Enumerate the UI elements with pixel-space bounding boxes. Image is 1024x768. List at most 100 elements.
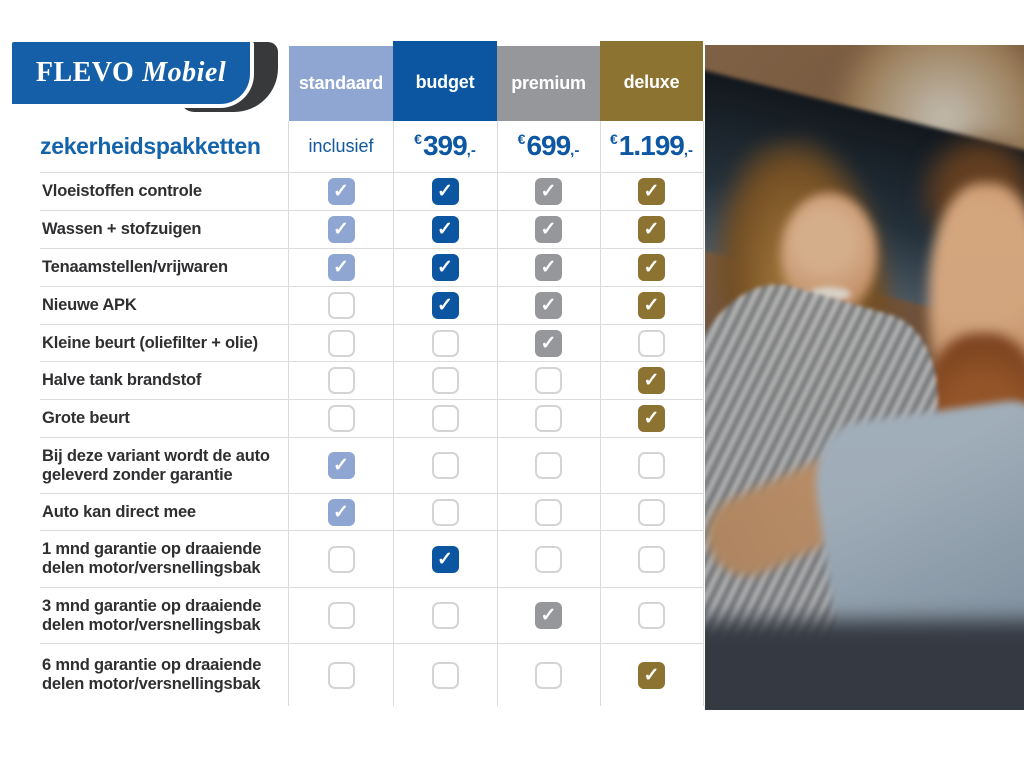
check-icon: ✓ [643,408,660,429]
checkbox-budget[interactable]: ✓ [431,254,459,281]
feature-cell [600,531,703,587]
checkbox-deluxe[interactable] [638,545,665,573]
checkbox-standaard[interactable]: ✓ [327,216,355,243]
checkbox-deluxe[interactable] [638,602,665,629]
checkbox-premium[interactable] [535,405,562,432]
checkbox-deluxe[interactable]: ✓ [638,367,665,394]
feature-row: Halve tank brandstof ✓ [40,361,703,399]
grid-line-vertical [393,121,394,706]
checkbox-budget[interactable]: ✓ [431,545,459,573]
feature-row: Tenaamstellen/vrijwaren ✓ ✓ ✓ ✓ [40,248,703,286]
check-icon: ✓ [437,219,453,240]
feature-cell: ✓ [600,211,703,248]
price-premium: €699 ,- [497,121,600,171]
feature-cell [600,494,703,530]
feature-cell: ✓ [497,287,600,324]
check-icon: ✓ [333,501,349,523]
checkbox-budget[interactable] [431,661,459,689]
checkbox-premium[interactable]: ✓ [535,178,562,205]
checkbox-deluxe[interactable]: ✓ [638,216,665,243]
check-icon: ✓ [437,181,453,202]
feature-cell [393,644,497,706]
checkbox-deluxe[interactable]: ✓ [638,405,665,432]
currency-symbol: € [517,131,526,147]
checkbox-premium[interactable] [535,545,562,573]
feature-cell: ✓ [600,287,703,324]
feature-cell [600,325,703,361]
price-budget: €399 ,- [393,121,497,171]
logo-text: FLEVO Mobiel [36,57,226,89]
checkbox-budget[interactable]: ✓ [431,216,459,243]
brand-logo: FLEVO Mobiel [12,42,278,114]
checkbox-premium[interactable] [535,452,562,479]
checkbox-deluxe[interactable]: ✓ [638,178,665,205]
checkbox-premium[interactable]: ✓ [535,329,562,357]
checkbox-standaard[interactable] [327,545,355,573]
feature-cell [393,438,497,493]
feature-cell [289,362,393,399]
feature-row: Grote beurt ✓ [40,399,703,437]
checkbox-standaard[interactable]: ✓ [327,498,355,526]
check-icon: ✓ [437,257,453,278]
feature-label: Wassen + stofzuigen [42,220,202,239]
checkbox-budget[interactable] [431,329,459,357]
feature-cell: ✓ [497,173,600,210]
feature-label: Bij deze variant wordt de auto geleverd … [42,446,270,484]
checkbox-premium[interactable]: ✓ [535,602,562,629]
feature-cell [289,287,393,324]
feature-cell: ✓ [393,531,497,587]
feature-cell: ✓ [600,644,703,706]
checkbox-premium[interactable]: ✓ [535,254,562,281]
checkbox-budget[interactable] [431,452,459,479]
feature-cell [497,400,600,437]
feature-row: Bij deze variant wordt de auto geleverd … [40,437,703,493]
checkbox-standaard[interactable]: ✓ [327,452,355,479]
checkbox-budget[interactable] [431,498,459,526]
checkbox-budget[interactable] [431,367,459,394]
checkbox-premium[interactable]: ✓ [535,292,562,319]
feature-row: 3 mnd garantie op draaiende delen motor/… [40,587,703,643]
checkbox-deluxe[interactable] [638,329,665,357]
checkbox-budget[interactable] [431,405,459,432]
feature-cell: ✓ [600,173,703,210]
checkbox-standaard[interactable] [327,329,355,357]
check-icon: ✓ [333,455,349,476]
feature-row: 1 mnd garantie op draaiende delen motor/… [40,530,703,587]
check-icon: ✓ [540,605,557,626]
feature-cell [497,494,600,530]
photo-shadow-shape [705,620,1024,710]
checkbox-standaard[interactable] [327,292,355,319]
feature-label: 1 mnd garantie op draaiende delen motor/… [42,540,262,577]
checkbox-premium[interactable]: ✓ [535,216,562,243]
checkbox-deluxe[interactable]: ✓ [638,661,665,689]
checkbox-budget[interactable]: ✓ [431,178,459,205]
checkbox-budget[interactable] [431,602,459,629]
checkbox-standaard[interactable] [327,367,355,394]
checkbox-standaard[interactable]: ✓ [327,254,355,281]
checkbox-standaard[interactable] [327,602,355,629]
price-amount: 1.199 [618,130,685,161]
logo-box: FLEVO Mobiel [12,42,254,108]
checkbox-deluxe[interactable] [638,452,665,479]
checkbox-deluxe[interactable] [638,498,665,526]
feature-label: Kleine beurt (oliefilter + olie) [42,333,258,352]
checkbox-deluxe[interactable]: ✓ [638,292,665,319]
feature-cell [497,644,600,706]
checkbox-deluxe[interactable]: ✓ [638,254,665,281]
feature-cell [289,325,393,361]
checkbox-standaard[interactable] [327,405,355,432]
checkbox-premium[interactable] [535,367,562,394]
checkbox-standaard[interactable] [327,661,355,689]
price-amount: 399 [422,130,468,161]
currency-symbol: € [414,131,422,147]
feature-label: Nieuwe APK [42,296,137,315]
checkbox-premium[interactable] [535,661,562,689]
feature-row: Wassen + stofzuigen ✓ ✓ ✓ ✓ [40,210,703,248]
checkbox-budget[interactable]: ✓ [431,292,459,319]
price-suffix: ,- [466,141,476,159]
feature-cell [393,362,497,399]
feature-cell: ✓ [289,438,393,493]
checkbox-standaard[interactable]: ✓ [327,178,355,205]
feature-label: Grote beurt [42,409,130,428]
checkbox-premium[interactable] [535,498,562,526]
